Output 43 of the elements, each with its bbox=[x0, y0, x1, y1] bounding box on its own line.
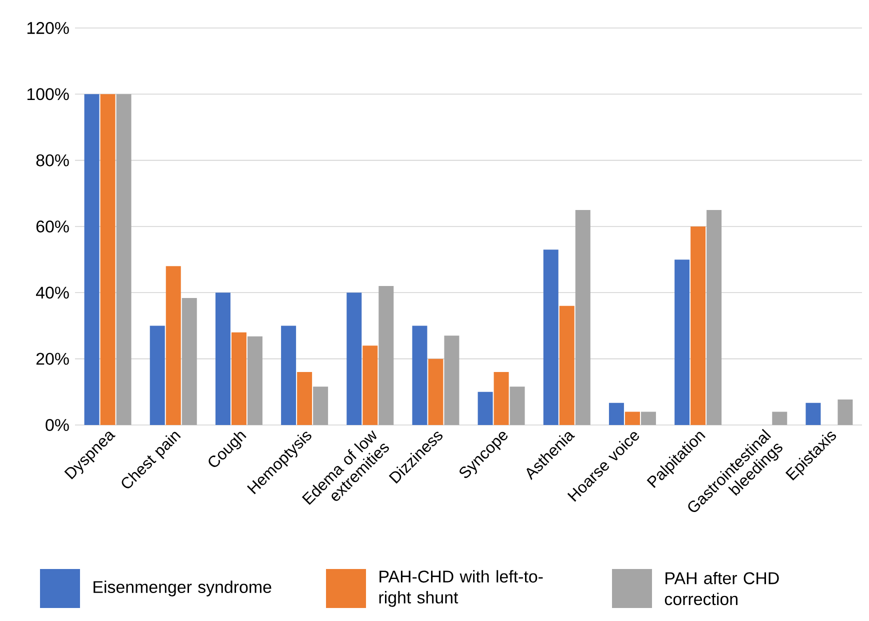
bar bbox=[478, 392, 493, 425]
bar bbox=[281, 326, 296, 425]
bar bbox=[690, 226, 706, 425]
bar bbox=[624, 412, 640, 425]
y-tick-label: 100% bbox=[27, 88, 69, 100]
y-tick-label: 120% bbox=[27, 22, 69, 34]
bar bbox=[608, 402, 624, 425]
y-tick-label: 20% bbox=[36, 352, 69, 365]
bar bbox=[838, 400, 853, 425]
bar bbox=[428, 358, 444, 425]
bar bbox=[116, 94, 132, 425]
legend-label: PAH after CHD correction bbox=[664, 572, 779, 606]
bar bbox=[806, 402, 821, 425]
y-tick-label: 80% bbox=[36, 154, 69, 166]
bar bbox=[412, 326, 428, 425]
bar bbox=[247, 336, 262, 425]
bar bbox=[100, 94, 116, 425]
bar bbox=[231, 332, 246, 425]
bar bbox=[674, 260, 690, 425]
y-tick-label: 0% bbox=[46, 418, 69, 431]
legend-label: Eisenmenger syndrome bbox=[94, 580, 272, 596]
bar bbox=[772, 412, 788, 425]
bar bbox=[559, 306, 574, 425]
y-tick-label: 40% bbox=[36, 286, 69, 299]
bar bbox=[166, 266, 181, 425]
y-tick-label: 60% bbox=[36, 220, 69, 232]
bar bbox=[543, 250, 558, 425]
bar bbox=[84, 94, 100, 425]
legend-label: PAH-CHD with left-to-right shunt bbox=[379, 570, 543, 607]
bar bbox=[494, 372, 509, 425]
bar bbox=[297, 372, 312, 425]
bar bbox=[215, 292, 230, 425]
bar bbox=[346, 292, 362, 425]
bar bbox=[182, 298, 197, 425]
bar bbox=[575, 210, 590, 425]
bar bbox=[510, 386, 525, 425]
bar bbox=[444, 336, 460, 425]
bar bbox=[378, 286, 394, 425]
bar bbox=[362, 346, 378, 425]
bar bbox=[640, 412, 656, 425]
bar bbox=[706, 210, 722, 425]
bar bbox=[313, 386, 328, 425]
bar bbox=[150, 326, 165, 425]
